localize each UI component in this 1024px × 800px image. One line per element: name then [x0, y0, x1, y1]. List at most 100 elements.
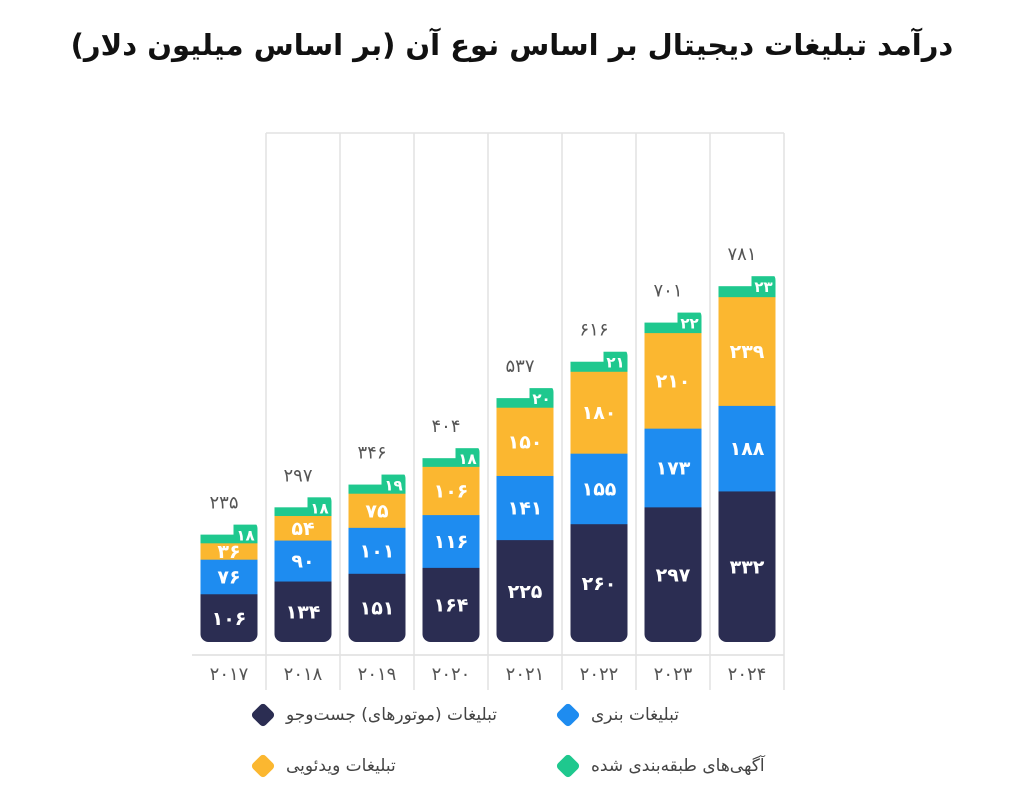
bar-segment [348, 484, 406, 494]
bar-group: ۲۲۵ ۱۴۱ ۱۵۰ ۲۰ ۵۳۷ ۲۰۲۱ [496, 356, 554, 685]
bar-segment [422, 567, 480, 642]
bar-segment [274, 540, 332, 582]
data-label: ۳۶ [217, 541, 240, 563]
bar-segment [422, 514, 480, 568]
bar-segment-tab [455, 448, 480, 467]
bar-segment [570, 371, 628, 454]
bar-segment [348, 573, 406, 642]
legend-label: تبلیغات ویدئویی [286, 756, 396, 776]
x-tick-label: ۲۰۱۸ [284, 664, 323, 685]
data-label: ۲۱ [606, 354, 624, 372]
data-label: ۱۶۴ [434, 595, 469, 617]
bar-segment [496, 539, 554, 642]
bar-group: ۳۳۲ ۱۸۸ ۲۳۹ ۲۳ ۷۸۱ ۲۰۲۴ [718, 244, 776, 685]
bar-segment [718, 405, 776, 492]
bar-segment [644, 428, 702, 508]
x-tick-label: ۲۰۱۹ [358, 664, 397, 685]
bar-segment [200, 534, 258, 544]
data-label: ۱۰۱ [360, 540, 395, 562]
legend-marker-icon [555, 753, 581, 779]
data-label: ۳۳۲ [730, 556, 765, 578]
data-label: ۲۰ [532, 390, 550, 408]
bar-segment [274, 581, 332, 642]
data-label: ۲۳۹ [730, 341, 765, 363]
x-tick-label: ۲۰۲۳ [654, 664, 693, 685]
bar-segment [348, 527, 406, 574]
bar-segment-tab [677, 312, 702, 333]
bar-segment-tab [751, 276, 776, 297]
legend-marker-icon [250, 753, 276, 779]
data-label: ۱۵۰ [508, 431, 543, 453]
data-label: ۲۲ [680, 315, 698, 333]
x-tick-label: ۲۰۲۱ [506, 664, 545, 685]
bar-segment [200, 593, 258, 642]
data-label: ۱۵۵ [582, 478, 617, 500]
bar-stack [644, 312, 702, 642]
data-label: ۷۵ [365, 500, 389, 522]
bar-stack [570, 351, 628, 642]
bar-segment [200, 559, 258, 595]
bar-segment [422, 458, 480, 467]
bar-segment [718, 286, 776, 298]
data-label: ۱۸ [458, 450, 476, 468]
data-label: ۷۶ [217, 566, 240, 588]
bar-group: ۱۶۴ ۱۱۶ ۱۰۶ ۱۸ ۴۰۴ ۲۰۲۰ [422, 416, 480, 685]
legend-label: تبلیغات بنری [591, 705, 679, 725]
legend-item: تبلیغات ویدئویی [248, 753, 396, 779]
data-label: ۵۴ [291, 518, 314, 540]
total-label: ۳۴۶ [357, 443, 386, 464]
data-label: ۲۱۰ [656, 370, 691, 392]
bar-stack [200, 524, 258, 642]
bar-segment-tab [529, 388, 554, 408]
data-label: ۱۵۱ [360, 598, 395, 620]
data-label: ۲۶۰ [582, 573, 617, 595]
legend-item: تبلیغات بنری [553, 702, 679, 728]
data-label: ۱۸ [236, 527, 254, 545]
bar-group: ۱۵۱ ۱۰۱ ۷۵ ۱۹ ۳۴۶ ۲۰۱۹ [348, 443, 406, 685]
total-label: ۲۳۵ [209, 493, 238, 514]
total-label: ۵۳۷ [505, 356, 534, 377]
x-tick-label: ۲۰۲۰ [432, 664, 471, 685]
data-label: ۱۷۳ [656, 458, 691, 480]
data-label: ۲۲۵ [508, 581, 543, 603]
legend-item: تبلیغات (موتورهای) جست‌وجو [248, 702, 498, 728]
bar-segment [718, 296, 776, 406]
data-label: ۲۳ [754, 278, 772, 296]
total-label: ۴۰۴ [431, 416, 460, 437]
bar-group: ۲۶۰ ۱۵۵ ۱۸۰ ۲۱ ۶۱۶ ۲۰۲۲ [570, 320, 628, 685]
bar-segment [644, 332, 702, 429]
x-tick-label: ۲۰۲۴ [728, 664, 767, 685]
bar-segment-tab [233, 524, 258, 543]
data-label: ۱۳۴ [286, 602, 321, 624]
data-label: ۱۸ [310, 499, 328, 517]
data-label: ۱۱۶ [434, 531, 469, 553]
data-label: ۱۰۶ [434, 480, 469, 502]
x-tick-label: ۲۰۱۷ [210, 664, 249, 685]
data-label: ۱۹ [384, 477, 402, 495]
bar-segment [570, 453, 628, 525]
bar-segment [422, 466, 480, 516]
bar-segment [570, 523, 628, 642]
data-label: ۹۰ [291, 551, 314, 573]
legend-label: آگهی‌های طبقه‌بندی شده [591, 756, 765, 776]
data-label: ۱۸۰ [582, 402, 617, 424]
x-tick-label: ۲۰۲۲ [580, 664, 619, 685]
bar-stack [348, 474, 406, 642]
bar-segment [274, 515, 332, 541]
total-label: ۷۸۱ [727, 244, 756, 265]
bar-segment [496, 407, 554, 476]
bar-segment-tab [381, 474, 406, 494]
legend-label: تبلیغات (موتورهای) جست‌وجو [286, 705, 498, 725]
data-label: ۱۰۶ [212, 608, 247, 630]
bar-stack [718, 276, 776, 642]
bar-group: ۲۹۷ ۱۷۳ ۲۱۰ ۲۲ ۷۰۱ ۲۰۲۳ [644, 281, 702, 685]
bar-segment [496, 398, 554, 408]
bar-segment [644, 506, 702, 642]
legend-marker-icon [555, 702, 581, 728]
bar-segment [348, 493, 406, 528]
total-label: ۲۹۷ [283, 465, 312, 486]
bar-segment-tab [603, 351, 628, 372]
bar-stack [274, 497, 332, 642]
